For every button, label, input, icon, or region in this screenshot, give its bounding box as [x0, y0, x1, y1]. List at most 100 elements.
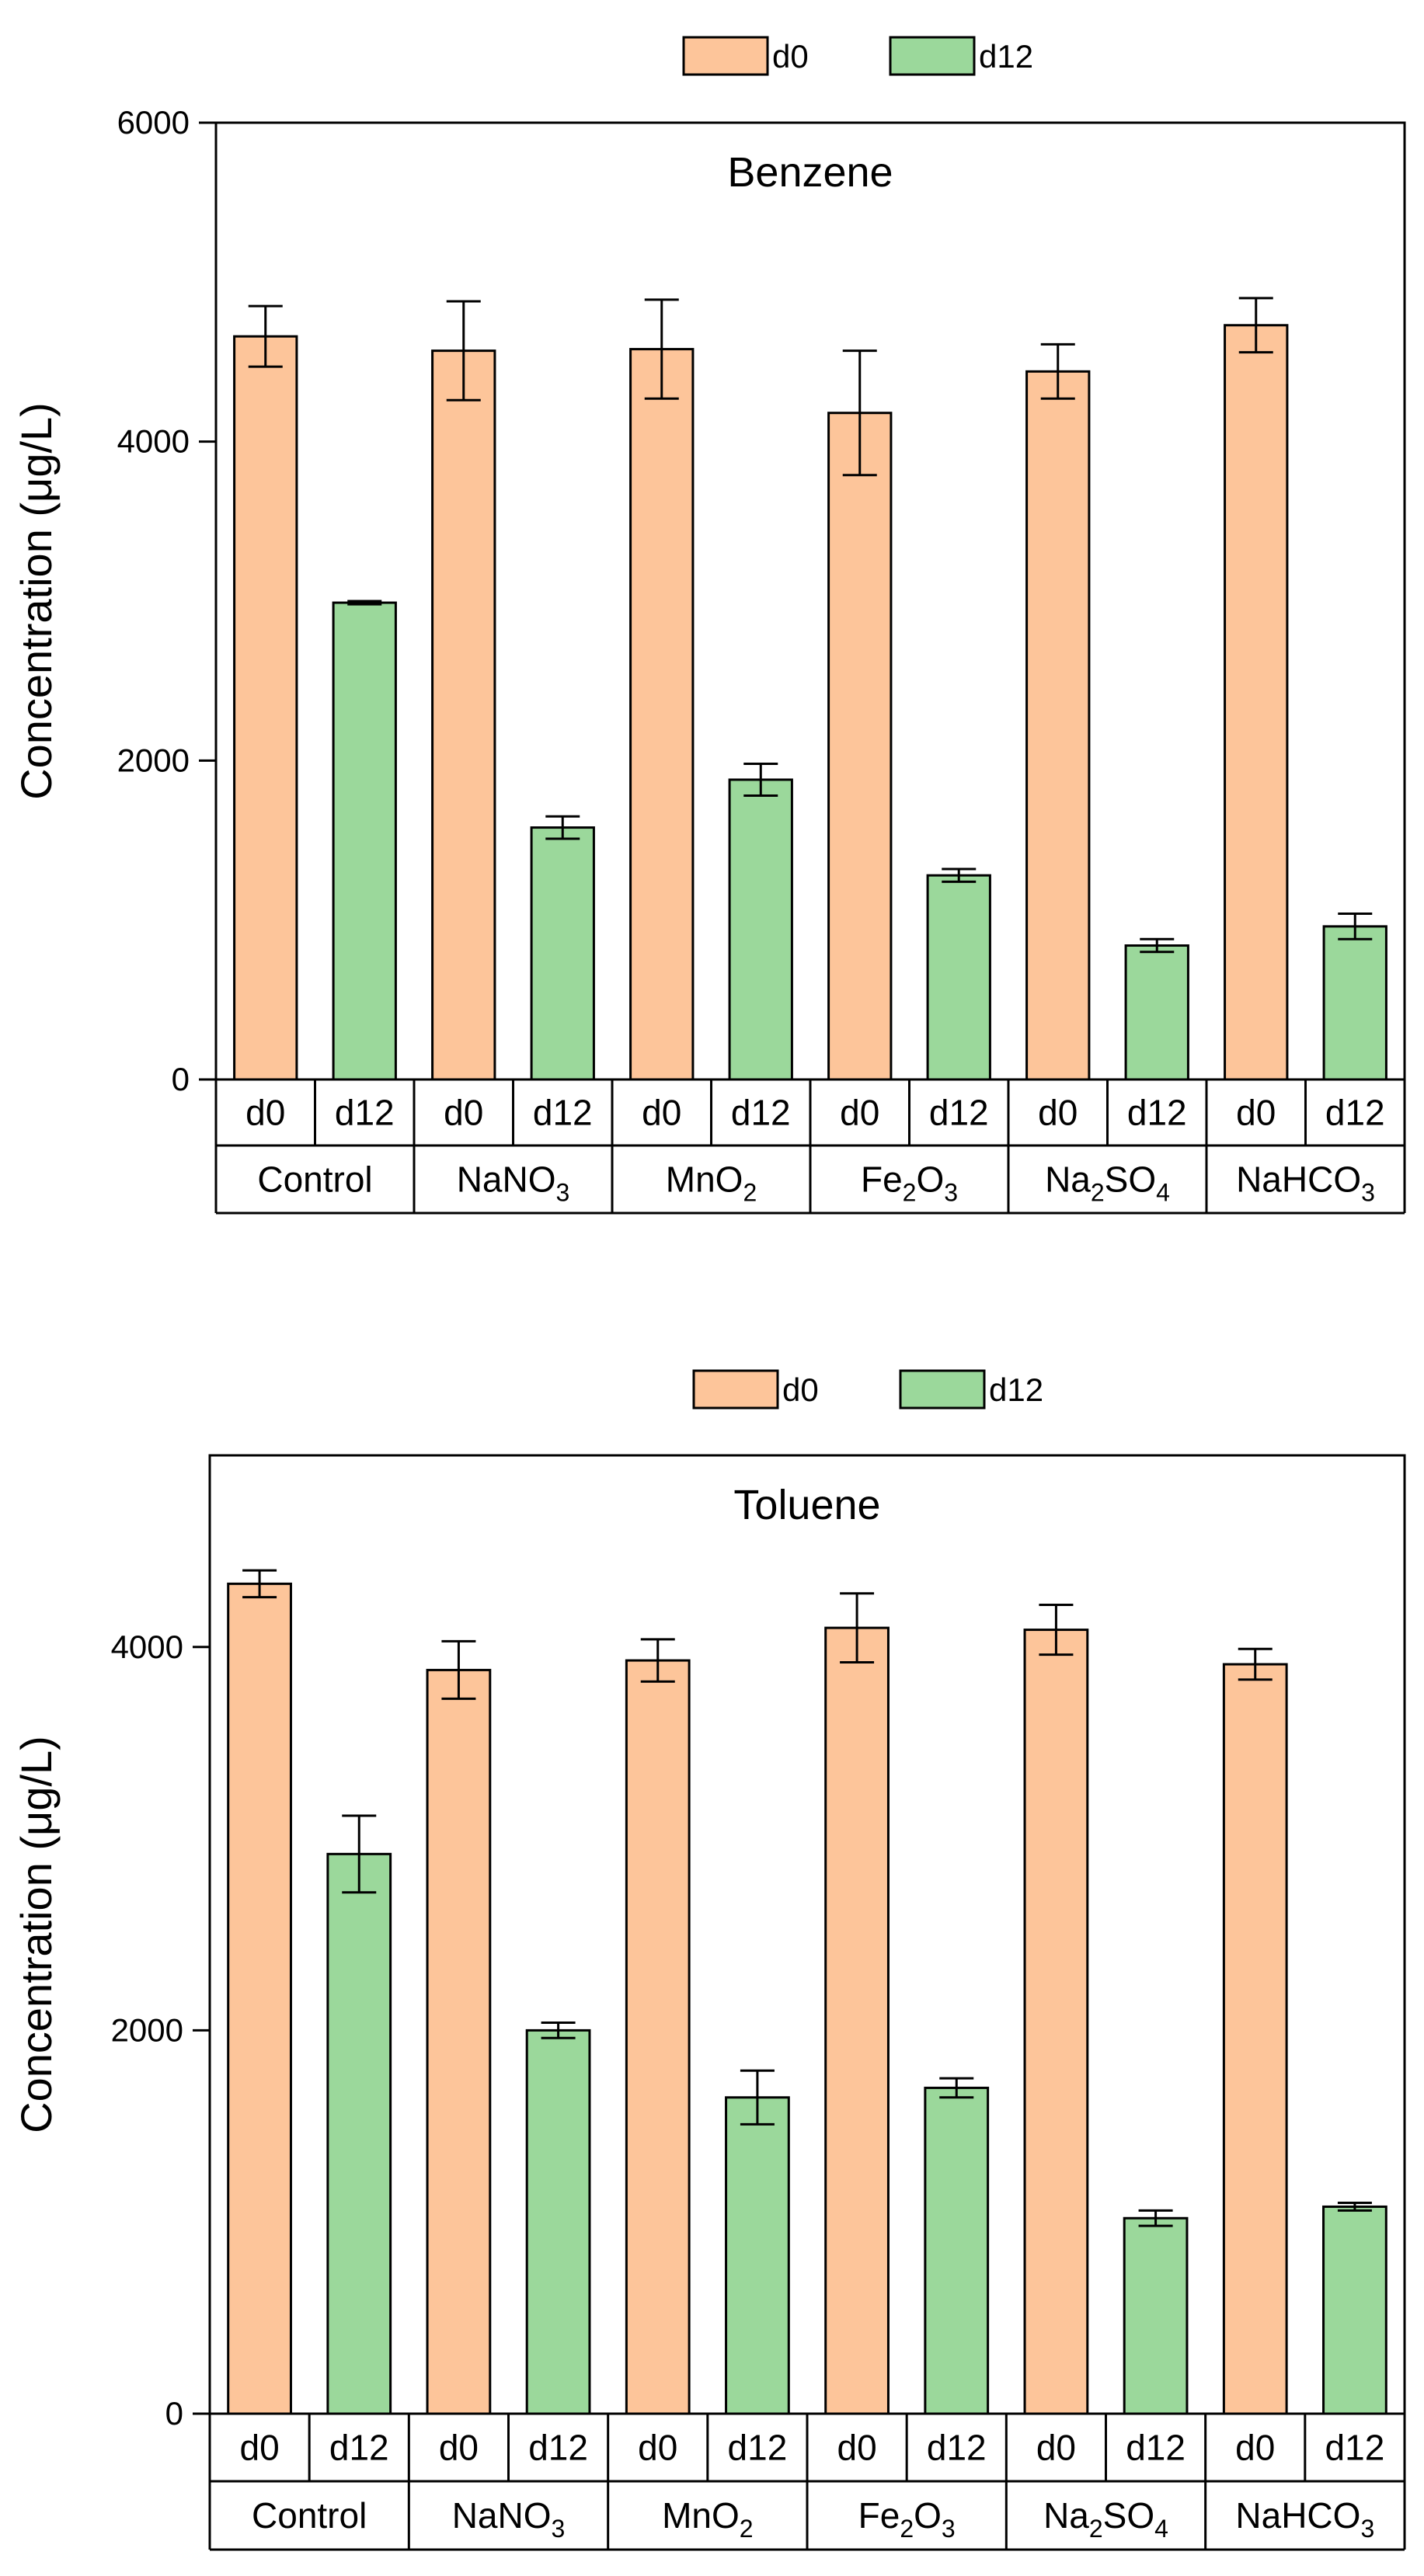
bar-d12-4: [924, 2086, 990, 2415]
label-text: NaNO: [452, 2495, 552, 2536]
x-sublabel: d12: [731, 1093, 791, 1133]
x-group-label: Na2SO4: [1045, 1159, 1170, 1207]
y-tick-label: 2000: [117, 742, 190, 778]
x-group-label: Na2SO4: [1043, 2495, 1168, 2543]
y-tick-label: 2000: [111, 2011, 183, 2048]
x-sublabel: d0: [439, 2428, 479, 2468]
bar-d12-3: [725, 2096, 790, 2415]
y-axis-label: Concentration (μg/L): [12, 1736, 61, 2133]
y-tick-label: 0: [172, 1061, 190, 1097]
x-sublabel: d0: [239, 2428, 279, 2468]
label-text: NaHCO: [1236, 1159, 1361, 1200]
x-group-label: MnO2: [666, 1159, 757, 1207]
x-group-label: NaNO3: [457, 1159, 570, 1207]
bar-d0-5: [1023, 1629, 1089, 2415]
bar-d12-5: [1124, 944, 1189, 1081]
legend: d0 d12: [682, 36, 1033, 76]
bar-d12-5: [1123, 2216, 1189, 2415]
bar-d12-3: [728, 778, 793, 1081]
label-text: O: [914, 2495, 942, 2536]
label-text: MnO: [662, 2495, 740, 2536]
x-sublabel: d0: [1235, 2428, 1275, 2468]
label-text: SO: [1105, 1159, 1156, 1200]
label-subscript: 4: [1156, 1179, 1170, 1207]
x-sublabel: d12: [1127, 1093, 1187, 1133]
x-sublabel: d0: [837, 2428, 876, 2468]
bar-d12-1: [332, 601, 397, 1081]
legend: d0 d12: [692, 1369, 1043, 1410]
x-sublabel: d12: [929, 1093, 989, 1133]
x-group-label: NaHCO3: [1236, 1159, 1375, 1207]
bar-d12-2: [525, 2028, 591, 2415]
legend-swatch-d12: [889, 36, 976, 76]
label-text: Fe: [858, 2495, 900, 2536]
bar-d12-6: [1322, 925, 1387, 1081]
bar-d0-6: [1224, 324, 1289, 1081]
x-sublabel: d12: [728, 2428, 788, 2468]
legend-label-d0: d0: [772, 38, 809, 75]
x-sublabel: d0: [444, 1093, 483, 1133]
label-subscript: 2: [743, 1179, 757, 1207]
chart-title: Toluene: [733, 1482, 880, 1528]
label-subscript: 4: [1154, 2515, 1168, 2543]
label-text: O: [916, 1159, 944, 1200]
label-subscript: 2: [1089, 2515, 1103, 2543]
label-subscript: 3: [556, 1179, 570, 1207]
x-sublabel: d12: [335, 1093, 395, 1133]
y-tick-label: 4000: [117, 423, 190, 460]
x-sublabel: d0: [642, 1093, 681, 1133]
legend-swatch-d12: [899, 1369, 986, 1410]
label-subscript: 3: [552, 2515, 566, 2543]
label-text: Control: [252, 2495, 367, 2536]
y-tick-label: 0: [165, 2395, 183, 2432]
label-subscript: 2: [1091, 1179, 1105, 1207]
legend-label-d0: d0: [782, 1371, 819, 1408]
x-group-label: Fe2O3: [861, 1159, 958, 1207]
y-tick-label: 6000: [117, 104, 190, 141]
x-sublabel: d12: [533, 1093, 593, 1133]
label-text: NaNO: [457, 1159, 556, 1200]
x-sublabel: d12: [1126, 2428, 1186, 2468]
legend-swatch-d0: [692, 1369, 779, 1410]
chart-panel-toluene: 0 2000 4000 Concentration (μg/L) Toluene d0 d1…: [12, 1369, 1406, 2551]
x-group-label: MnO2: [662, 2495, 753, 2543]
bar-d0-1: [227, 1582, 292, 2415]
y-tick-label: 4000: [111, 1629, 183, 1665]
bar-d0-4: [827, 412, 893, 1081]
bar-d12-1: [326, 1852, 392, 2415]
bar-d0-4: [824, 1626, 890, 2415]
x-sublabel: d12: [329, 2428, 389, 2468]
legend-label-d12: d12: [989, 1371, 1043, 1408]
bar-d12-2: [530, 826, 595, 1081]
bar-d0-1: [233, 335, 298, 1081]
label-text: SO: [1103, 2495, 1154, 2536]
label-subscript: 3: [944, 1179, 958, 1207]
label-text: Na: [1045, 1159, 1091, 1200]
label-text: Control: [257, 1159, 372, 1200]
label-subscript: 3: [942, 2515, 956, 2543]
legend-swatch-d0: [682, 36, 769, 76]
x-sublabel: d12: [1325, 2428, 1385, 2468]
chart-title: Benzene: [727, 149, 893, 196]
x-sublabel: d0: [638, 2428, 677, 2468]
x-group-label: NaNO3: [452, 2495, 566, 2543]
y-axis-label: Concentration (μg/L): [12, 402, 61, 800]
label-subscript: 3: [1360, 2515, 1374, 2543]
label-subscript: 2: [900, 2515, 914, 2543]
bar-d0-2: [431, 349, 496, 1081]
label-text: Na: [1043, 2495, 1089, 2536]
x-sublabel: d12: [528, 2428, 588, 2468]
legend-label-d12: d12: [979, 38, 1033, 75]
x-sublabel: d0: [1236, 1093, 1276, 1133]
bar-d0-5: [1025, 370, 1091, 1081]
chart-panel-benzene: 0 2000 4000 6000 Concentration (μg/L) Benzene…: [12, 36, 1406, 1215]
x-sublabel: d0: [1036, 2428, 1076, 2468]
x-sublabel: d0: [245, 1093, 285, 1133]
x-sublabel: d12: [1325, 1093, 1385, 1133]
bar-d12-4: [926, 874, 991, 1081]
x-sublabel: d0: [1038, 1093, 1078, 1133]
x-group-label: NaHCO3: [1235, 2495, 1374, 2543]
bar-d0-3: [625, 1659, 691, 2415]
